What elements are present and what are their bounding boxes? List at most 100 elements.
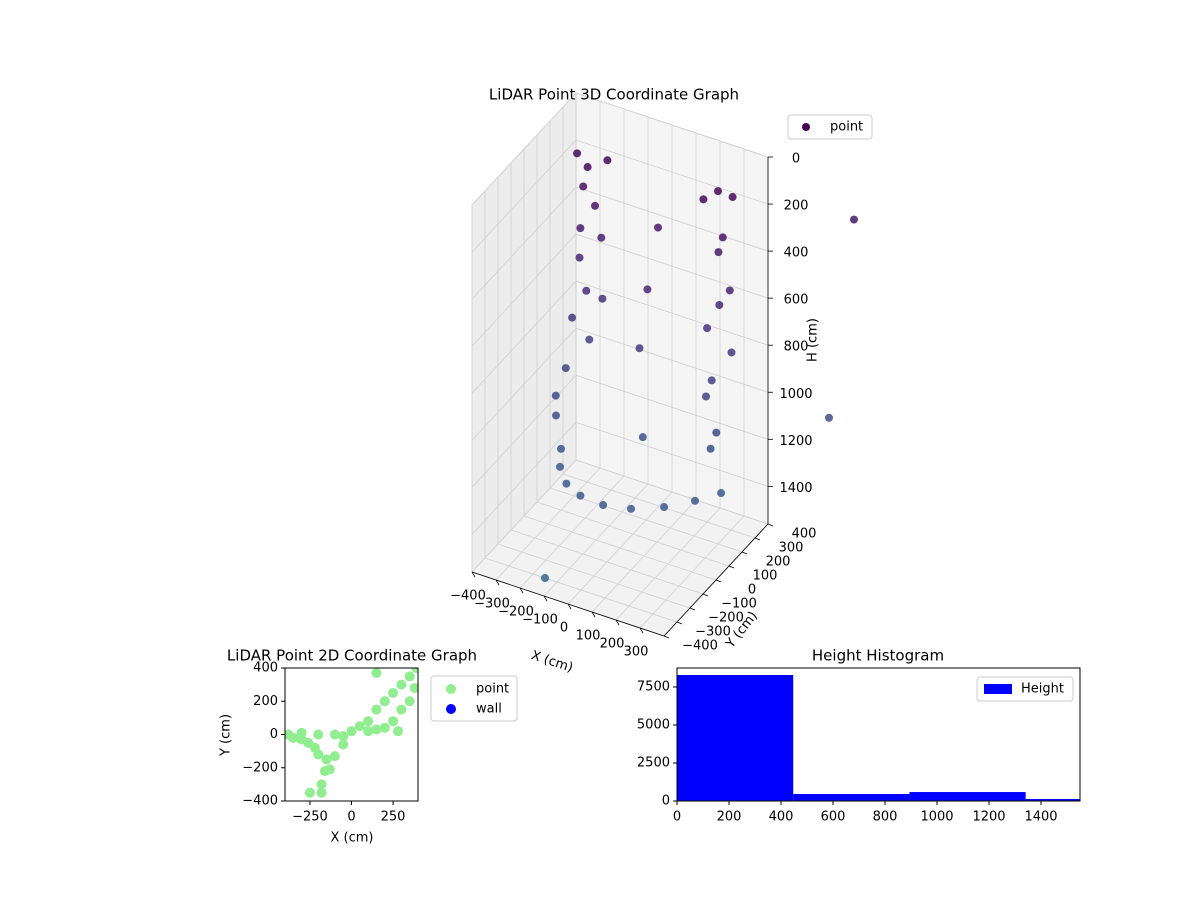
point bbox=[598, 294, 607, 303]
x-axis-label: X (cm) bbox=[331, 831, 374, 846]
point bbox=[346, 726, 357, 737]
z-axis-label: H (cm) bbox=[806, 318, 821, 362]
x-tick-label: 400 bbox=[769, 810, 794, 825]
point bbox=[582, 286, 591, 295]
grid-line bbox=[510, 529, 704, 595]
point bbox=[714, 248, 723, 257]
point bbox=[388, 716, 399, 727]
y-tick-label: −300 bbox=[695, 625, 731, 640]
grid-line bbox=[575, 421, 769, 487]
point bbox=[714, 187, 722, 196]
tick-mark bbox=[715, 579, 722, 583]
tick-mark bbox=[495, 579, 500, 586]
x-tick-label: 250 bbox=[381, 810, 406, 825]
point bbox=[579, 182, 588, 191]
y-tick-label: 200 bbox=[253, 694, 278, 709]
tick-mark bbox=[728, 565, 735, 569]
x-tick-label: 300 bbox=[624, 645, 649, 660]
point bbox=[551, 391, 560, 400]
point bbox=[316, 779, 327, 790]
tick-mark bbox=[471, 571, 476, 578]
x-tick-label: −250 bbox=[292, 810, 328, 825]
point bbox=[552, 411, 560, 420]
y-tick-label: 400 bbox=[792, 527, 817, 542]
point bbox=[576, 491, 585, 500]
point bbox=[324, 764, 335, 775]
legend-marker bbox=[446, 704, 456, 714]
point bbox=[727, 348, 736, 357]
tick-mark bbox=[567, 603, 572, 610]
legend-marker bbox=[984, 684, 1012, 694]
x-tick-label: 0 bbox=[673, 810, 681, 825]
grid-line bbox=[575, 233, 769, 299]
point bbox=[573, 149, 582, 158]
z-tick-label: 400 bbox=[784, 246, 809, 261]
point bbox=[654, 223, 662, 232]
point bbox=[703, 324, 712, 333]
grid-line bbox=[471, 233, 577, 347]
y-tick-label: 200 bbox=[766, 555, 791, 570]
y-tick-label: −200 bbox=[242, 760, 278, 775]
point bbox=[591, 201, 599, 210]
point bbox=[338, 731, 349, 742]
grid-line bbox=[536, 501, 730, 567]
x-axis-label: X (cm) bbox=[529, 648, 575, 676]
bar bbox=[793, 794, 910, 801]
tick-mark bbox=[663, 635, 670, 639]
legend-box bbox=[976, 676, 1074, 702]
point bbox=[379, 696, 390, 707]
chart-title: LiDAR Point 3D Coordinate Graph bbox=[489, 86, 739, 104]
point bbox=[363, 726, 374, 737]
tick-mark bbox=[543, 595, 548, 602]
point bbox=[561, 364, 570, 373]
y-tick-label: 5000 bbox=[637, 718, 670, 733]
point bbox=[603, 156, 612, 165]
point bbox=[379, 722, 390, 733]
z-tick-label: 0 bbox=[792, 152, 800, 167]
x-tick-label: −200 bbox=[498, 605, 534, 620]
x-tick-label: 0 bbox=[560, 621, 568, 636]
point bbox=[329, 751, 340, 762]
tick-mark bbox=[741, 551, 748, 555]
point bbox=[411, 668, 418, 673]
point bbox=[643, 285, 652, 294]
x-tick-label: 800 bbox=[873, 810, 898, 825]
legend-box bbox=[430, 675, 518, 722]
tick-mark bbox=[639, 627, 644, 634]
legend-box bbox=[787, 114, 873, 140]
point bbox=[712, 428, 721, 437]
y-tick-label: −100 bbox=[721, 597, 757, 612]
point bbox=[707, 376, 716, 385]
point bbox=[691, 496, 699, 505]
point bbox=[316, 787, 327, 798]
tick-mark bbox=[615, 619, 620, 626]
point bbox=[363, 716, 374, 727]
point bbox=[396, 679, 407, 690]
grid-line bbox=[471, 186, 577, 300]
z-tick-label: 1200 bbox=[779, 434, 812, 449]
point bbox=[702, 392, 710, 401]
point bbox=[541, 574, 549, 582]
bar bbox=[677, 674, 794, 801]
legend-label: point bbox=[830, 120, 863, 135]
tick-mark bbox=[702, 593, 709, 597]
point bbox=[599, 501, 608, 510]
point bbox=[635, 344, 644, 353]
point bbox=[404, 696, 415, 707]
x-tick-label: 1000 bbox=[920, 810, 953, 825]
legend-label: wall bbox=[476, 702, 502, 717]
y-tick-label: 0 bbox=[748, 583, 756, 598]
plot-area bbox=[285, 668, 418, 798]
x-tick-label: −100 bbox=[522, 613, 558, 628]
grid-line bbox=[471, 280, 577, 394]
point bbox=[583, 163, 592, 172]
y-tick-label: 400 bbox=[253, 661, 278, 676]
grid-line bbox=[497, 543, 691, 609]
point bbox=[321, 754, 332, 765]
point bbox=[660, 503, 669, 512]
x-tick-label: 1200 bbox=[972, 810, 1005, 825]
grid-line bbox=[471, 327, 577, 441]
y-tick-label: 300 bbox=[779, 541, 804, 556]
